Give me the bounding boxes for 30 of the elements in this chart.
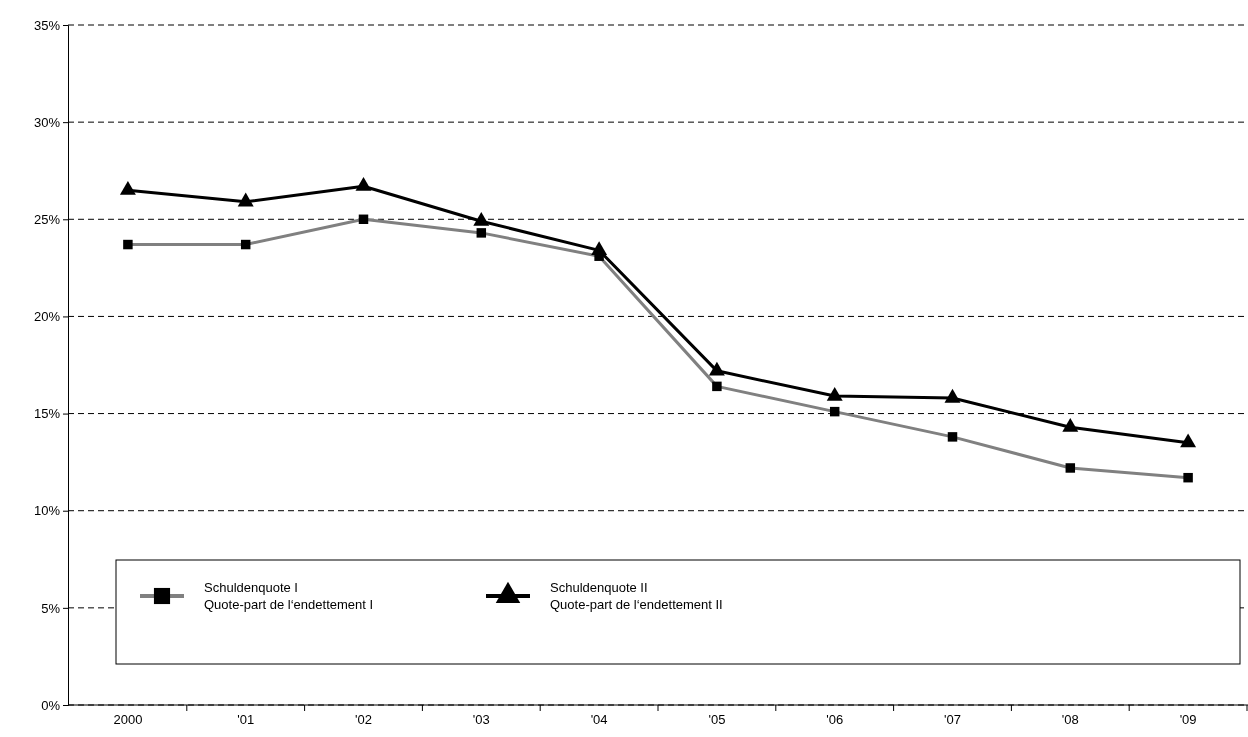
- y-tick-label: 35%: [33, 17, 61, 33]
- point: [944, 388, 961, 403]
- point: [708, 361, 725, 376]
- point: [473, 212, 490, 226]
- point: [591, 241, 608, 255]
- x-tick-label: '04: [590, 712, 608, 728]
- legend-label: Schuldenquote I Quote-part de l‘endettement I: [204, 580, 374, 612]
- point: [119, 180, 136, 195]
- y-tick-label: 0%: [41, 697, 61, 713]
- y-tick-label: 25%: [33, 211, 61, 227]
- y-tick-label: 10%: [33, 503, 61, 519]
- x-tick-label: '02: [355, 712, 372, 728]
- point: [826, 386, 843, 401]
- point: [237, 192, 254, 207]
- point: [355, 177, 372, 191]
- x-tick-label: '09: [1179, 712, 1197, 728]
- x-tick-label: '05: [708, 712, 726, 728]
- x-tick-label: 2000: [113, 712, 143, 728]
- y-tick-label: 30%: [33, 114, 61, 130]
- legend-label: Schuldenquote II Quote-part de l‘endettement II: [550, 580, 723, 612]
- x-tick-label: '01: [237, 712, 255, 728]
- y-tick-label: 5%: [41, 600, 61, 616]
- x-tick-label: '06: [826, 712, 844, 728]
- x-tick-label: '03: [472, 712, 490, 728]
- x-tick-label: '08: [1061, 712, 1079, 728]
- y-tick-label: 15%: [33, 406, 61, 422]
- x-tick-label: '07: [944, 712, 961, 728]
- point: [1180, 433, 1197, 448]
- y-tick-label: 20%: [33, 309, 61, 325]
- point: [1062, 417, 1079, 432]
